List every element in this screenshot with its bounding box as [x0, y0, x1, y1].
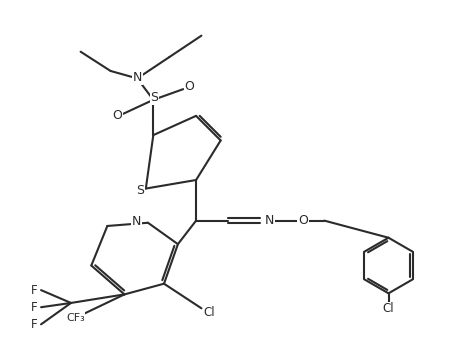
Text: O: O [112, 109, 122, 122]
Text: S: S [150, 91, 158, 104]
Text: F: F [31, 318, 38, 331]
Text: Cl: Cl [204, 306, 215, 319]
Text: O: O [298, 214, 308, 227]
Text: S: S [136, 184, 144, 197]
Text: F: F [31, 301, 38, 314]
Text: N: N [264, 214, 274, 227]
Text: F: F [31, 284, 38, 297]
Text: CF₃: CF₃ [66, 313, 85, 323]
Text: Cl: Cl [382, 302, 394, 315]
Text: N: N [132, 215, 142, 228]
Text: N: N [133, 71, 142, 84]
Text: O: O [185, 81, 195, 94]
